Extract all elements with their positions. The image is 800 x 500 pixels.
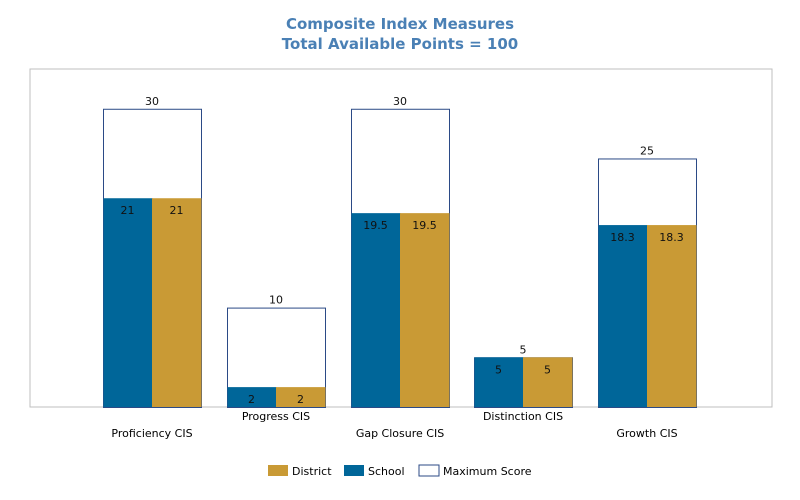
legend-swatch [418, 464, 440, 477]
data-label-maximum-score: 10 [269, 294, 283, 307]
bar-district [152, 198, 202, 407]
category-label: Progress CIS [242, 410, 310, 423]
legend: District School Maximum Score [268, 464, 532, 478]
data-label-maximum-score: 25 [640, 144, 654, 157]
bar-district [400, 213, 450, 407]
legend-label: District [292, 465, 332, 478]
data-label-maximum-score: 30 [145, 95, 159, 108]
data-label-maximum-score: 30 [393, 95, 407, 108]
data-label-district: 21 [170, 204, 184, 217]
data-label-district: 2 [297, 393, 304, 406]
bar-school [227, 387, 277, 407]
category-label: Proficiency CIS [111, 427, 192, 440]
chart-subtitle: Total Available Points = 100 [282, 35, 518, 53]
data-label-district: 5 [544, 363, 551, 376]
category-label: Growth CIS [616, 427, 677, 440]
data-label-school: 18.3 [610, 231, 635, 244]
data-label-district: 19.5 [412, 219, 437, 232]
data-label-district: 18.3 [659, 231, 684, 244]
data-label-school: 2 [248, 393, 255, 406]
bar-district [647, 225, 697, 407]
chart-title: Composite Index Measures [286, 15, 514, 33]
legend-swatch [268, 465, 288, 476]
category-label: Distinction CIS [483, 410, 563, 423]
legend-swatch [344, 465, 364, 476]
bar-school [598, 225, 648, 407]
bar-school [474, 357, 524, 407]
data-label-maximum-score: 5 [520, 343, 527, 356]
legend-label: Maximum Score [443, 465, 532, 478]
bar-school [351, 213, 401, 407]
data-label-school: 5 [495, 363, 502, 376]
category-label: Gap Closure CIS [356, 427, 444, 440]
bars-group: 30 21 21 Proficiency CIS 10 2 2 Progress CIS 30 1… [103, 95, 697, 440]
data-label-school: 21 [121, 204, 135, 217]
bar-district [523, 357, 573, 407]
legend-label: School [368, 465, 405, 478]
bar-district [276, 387, 326, 407]
data-label-school: 19.5 [363, 219, 388, 232]
bar-school [103, 198, 153, 407]
